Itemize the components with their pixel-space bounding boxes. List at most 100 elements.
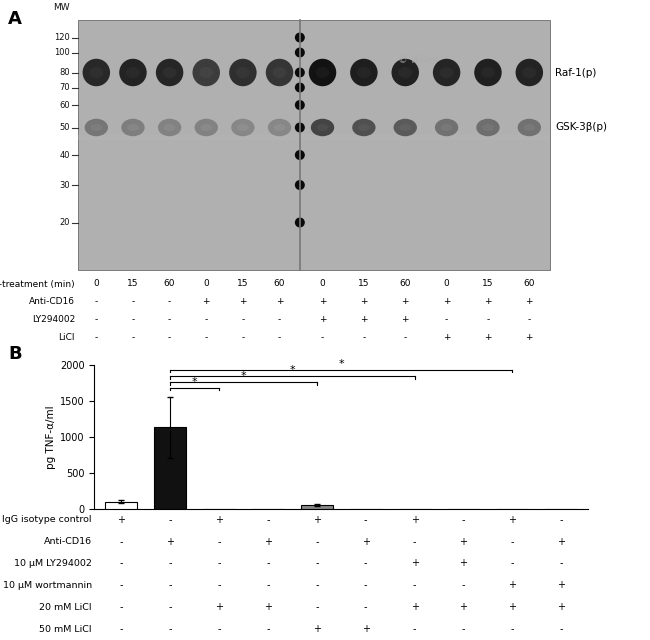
Text: *: * [192,377,198,387]
Text: +: + [557,602,566,612]
Text: +: + [166,536,174,547]
Text: +: + [508,602,517,612]
Ellipse shape [476,119,500,136]
Text: A: A [8,10,22,28]
Text: -: - [364,559,367,568]
Text: -: - [266,559,270,568]
Ellipse shape [309,59,336,86]
Text: +: + [557,580,566,590]
Text: -: - [266,580,270,590]
Text: +: + [402,298,409,307]
Ellipse shape [237,124,249,131]
Ellipse shape [122,119,145,136]
Text: 70: 70 [59,83,70,92]
Text: Anti-CD16: Anti-CD16 [29,298,75,307]
Text: -: - [120,559,123,568]
Text: -: - [315,559,318,568]
Text: 60: 60 [59,100,70,109]
Text: -: - [315,536,318,547]
Text: +: + [460,559,467,568]
Text: +: + [508,515,517,525]
Text: -: - [413,624,417,634]
Text: +: + [460,536,467,547]
Text: -: - [95,298,98,307]
Text: +: + [526,298,533,307]
Text: -: - [278,316,281,324]
Ellipse shape [90,124,102,131]
Text: 60: 60 [164,280,176,289]
Y-axis label: pg TNF-α/ml: pg TNF-α/ml [46,405,56,468]
Ellipse shape [358,124,370,131]
Bar [154,428,186,509]
Text: *: * [339,359,344,369]
Text: +: + [411,602,419,612]
Ellipse shape [474,59,502,86]
Text: -: - [95,316,98,324]
Text: -: - [241,333,244,342]
Text: -: - [315,580,318,590]
Text: +: + [264,602,272,612]
Text: -: - [364,602,367,612]
Text: 10 μM LY294002: 10 μM LY294002 [14,559,92,568]
Text: -: - [131,298,135,307]
Ellipse shape [311,119,334,136]
Text: +: + [318,316,326,324]
Text: +: + [215,515,223,525]
Text: -: - [321,333,324,342]
Ellipse shape [523,67,536,78]
Text: -: - [205,316,208,324]
Text: -: - [120,624,123,634]
Bar [78,20,550,270]
Text: +: + [484,298,491,307]
Ellipse shape [317,124,328,131]
Text: 100: 100 [54,48,70,57]
Text: -: - [217,536,221,547]
Ellipse shape [162,67,176,78]
Ellipse shape [352,119,376,136]
Text: -: - [95,333,98,342]
Text: -: - [560,624,563,634]
Ellipse shape [127,124,139,131]
Text: Post-treatment (min): Post-treatment (min) [0,280,75,289]
Text: B: B [8,345,21,363]
Bar [78,135,550,140]
Text: +: + [411,559,419,568]
Ellipse shape [229,59,257,86]
Text: +: + [526,333,533,342]
Text: -: - [486,316,489,324]
Text: IgG isotype control: IgG isotype control [3,515,92,524]
Text: -: - [413,580,417,590]
Text: 0: 0 [94,280,99,289]
Ellipse shape [393,119,417,136]
Text: -: - [131,316,135,324]
Ellipse shape [295,67,305,77]
Text: +: + [402,316,409,324]
Ellipse shape [83,59,110,86]
Ellipse shape [481,67,495,78]
Text: +: + [411,515,419,525]
Ellipse shape [295,180,305,190]
Text: -: - [413,536,417,547]
Bar [105,502,137,509]
Text: +: + [264,536,272,547]
Bar [301,505,333,509]
Text: -: - [217,559,221,568]
Text: +: + [203,298,210,307]
Text: 30: 30 [59,180,70,189]
Text: -: - [168,515,172,525]
Text: *: * [240,371,246,381]
Text: -: - [278,333,281,342]
Text: -: - [168,602,172,612]
Text: 60: 60 [274,280,285,289]
Ellipse shape [200,124,212,131]
Text: -: - [462,624,465,634]
Text: -: - [168,559,172,568]
Text: 0: 0 [320,280,326,289]
Ellipse shape [515,59,543,86]
Text: -: - [315,602,318,612]
Text: -: - [362,333,365,342]
Text: -: - [120,536,123,547]
Ellipse shape [482,124,494,131]
Text: +: + [508,580,517,590]
Text: MW: MW [53,3,70,12]
